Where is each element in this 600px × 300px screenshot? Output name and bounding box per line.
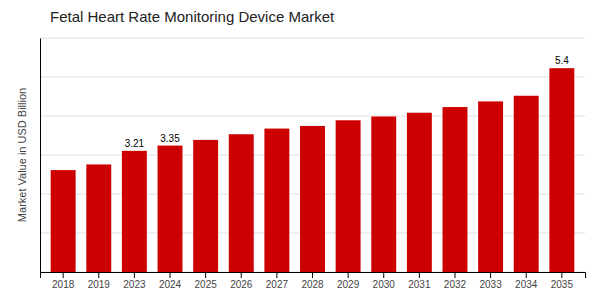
x-tick-mark (383, 272, 384, 278)
y-axis-title: Market Value in USD Billion (16, 88, 28, 222)
bar (193, 140, 218, 272)
x-tick: 2026 (230, 272, 253, 290)
x-tick-mark (526, 272, 527, 278)
y-axis-line (40, 39, 41, 273)
x-tick-label: 2025 (195, 279, 218, 290)
x-tick: 2035 (551, 272, 574, 290)
bar (264, 129, 289, 272)
bar (86, 164, 111, 272)
bar (122, 151, 147, 272)
grid-line (40, 38, 585, 39)
x-tick: 2018 (52, 272, 75, 290)
data-label: 5.4 (555, 55, 569, 66)
chart-title: Fetal Heart Rate Monitoring Device Marke… (50, 8, 335, 25)
data-labels: 3.21 3.35 5.4 (125, 55, 570, 149)
bar (158, 146, 183, 272)
x-axis-line (41, 273, 586, 279)
x-tick-label: 2018 (52, 279, 75, 290)
bar (514, 96, 539, 272)
bar (51, 170, 76, 272)
bar (300, 126, 325, 272)
bar (549, 68, 574, 272)
x-tick-mark (276, 272, 277, 278)
chart-container: 2018 2019 2023 2024 2025 2026 2027 2028 2029 2030… (0, 0, 600, 300)
bar (478, 101, 503, 272)
grid-line (40, 116, 585, 117)
x-tick: 2025 (195, 272, 218, 290)
plot-area: 2018 2019 2023 2024 2025 2026 2027 2028 2029 2030… (40, 38, 586, 290)
grid-line (40, 77, 585, 78)
bar (407, 113, 432, 272)
x-tick-mark (134, 272, 135, 278)
x-tick-mark (205, 272, 206, 278)
y-axis (40, 39, 41, 273)
x-tick: 2032 (444, 272, 467, 290)
bars (51, 68, 575, 272)
x-tick-mark (312, 272, 313, 278)
x-tick: 2033 (479, 272, 502, 290)
x-tick-label: 2027 (266, 279, 289, 290)
bar (443, 107, 468, 272)
x-tick: 2023 (123, 272, 146, 290)
x-tick-label: 2028 (301, 279, 324, 290)
grid (40, 38, 585, 272)
x-tick-label: 2024 (159, 279, 182, 290)
x-tick: 2027 (266, 272, 289, 290)
x-tick-label: 2029 (337, 279, 360, 290)
x-tick: 2024 (159, 272, 182, 290)
x-tick-label: 2035 (551, 279, 574, 290)
x-tick-mark (561, 272, 562, 278)
x-tick-label: 2026 (230, 279, 253, 290)
x-tick-label: 2034 (515, 279, 538, 290)
x-tick: 2030 (373, 272, 396, 290)
x-tick-label: 2023 (123, 279, 146, 290)
bar (336, 120, 361, 272)
x-tick: 2029 (337, 272, 360, 290)
x-axis: 2018 2019 2023 2024 2025 2026 2027 2028 2029 2030… (41, 272, 586, 290)
x-tick-mark (63, 272, 64, 278)
x-tick-mark (348, 272, 349, 278)
x-tick: 2031 (408, 272, 431, 290)
bar (229, 134, 254, 272)
x-tick-mark (454, 272, 455, 278)
data-label: 3.21 (125, 138, 145, 149)
data-label: 3.35 (160, 133, 180, 144)
x-tick-label: 2031 (408, 279, 431, 290)
x-tick-mark (170, 272, 171, 278)
chart-svg: 2018 2019 2023 2024 2025 2026 2027 2028 2029 2030… (0, 0, 600, 300)
x-tick: 2019 (88, 272, 111, 290)
x-tick: 2034 (515, 272, 538, 290)
x-tick-label: 2032 (444, 279, 467, 290)
x-tick-mark (98, 272, 99, 278)
bar (371, 117, 396, 272)
x-tick-mark (490, 272, 491, 278)
x-tick-label: 2030 (373, 279, 396, 290)
x-tick-mark (241, 272, 242, 278)
x-tick-label: 2033 (479, 279, 502, 290)
x-tick-mark (419, 272, 420, 278)
x-tick-label: 2019 (88, 279, 111, 290)
x-tick: 2028 (301, 272, 324, 290)
